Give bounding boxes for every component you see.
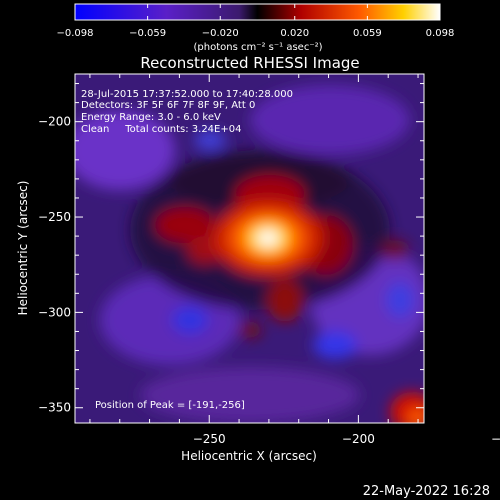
colorbar-units: (photons cm⁻² s⁻¹ asec⁻²) xyxy=(193,42,322,53)
chart-title: Reconstructed RHESSI Image xyxy=(140,54,359,72)
source-core xyxy=(257,230,279,246)
colorbar-tick-label: −0.059 xyxy=(129,28,166,39)
red-blob-s xyxy=(238,322,262,338)
x-tick-label: −150 xyxy=(491,432,500,446)
colorbar-tick-label: −0.020 xyxy=(202,28,239,39)
colorbar: −0.098 −0.059 −0.020 0.020 0.059 0.098 (photo… xyxy=(56,3,454,53)
violet-region-e xyxy=(140,367,360,423)
red-blob-se xyxy=(381,240,409,260)
annotation-clean-counts: Clean Total counts: 3.24E+04 xyxy=(81,124,241,135)
annotation-peak-position: Position of Peak = [-191,-256] xyxy=(95,400,245,411)
colorbar-tick-label: 0.059 xyxy=(353,28,382,39)
heatmap-image xyxy=(75,74,424,423)
annotation-energy: Energy Range: 3.0 - 6.0 keV xyxy=(81,112,221,123)
blue-spot-d xyxy=(194,130,226,150)
y-axis-label: Heliocentric Y (arcsec) xyxy=(16,181,30,316)
y-tick-label: −300 xyxy=(38,305,71,319)
red-arm-west xyxy=(155,207,215,243)
annotation-detectors: Detectors: 3F 5F 6F 7F 8F 9F, Att 0 xyxy=(81,100,255,111)
y-tick-label: −200 xyxy=(38,115,71,129)
violet-region-b xyxy=(250,85,410,155)
colorbar-ticks: −0.098 −0.059 −0.020 0.020 0.059 0.098 xyxy=(56,4,454,39)
violet-region-a xyxy=(75,110,175,190)
y-tick-label: −350 xyxy=(38,401,71,415)
red-arm-south xyxy=(267,278,303,322)
x-tick-label: −200 xyxy=(342,432,375,446)
y-tick-label: −250 xyxy=(38,210,71,224)
colorbar-tick-label: 0.020 xyxy=(280,28,309,39)
footer-timestamp: 22-May-2022 16:28 xyxy=(363,484,490,499)
axis-ticks: −250 −200 −150 −200 −250 −300 −350 xyxy=(38,74,500,446)
blue-spot-b xyxy=(313,331,357,359)
annotation-block: 28-Jul-2015 17:37:52.000 to 17:40:28.000… xyxy=(81,89,293,411)
annotation-time-range: 28-Jul-2015 17:37:52.000 to 17:40:28.000 xyxy=(81,89,293,100)
x-tick-label: −250 xyxy=(193,432,226,446)
colorbar-tick-label: −0.098 xyxy=(56,28,93,39)
x-axis-label: Heliocentric X (arcsec) xyxy=(181,449,317,463)
plot-frame xyxy=(74,73,425,424)
blue-spot-a xyxy=(172,306,208,334)
colorbar-gradient xyxy=(74,3,441,21)
orange-corner xyxy=(408,409,424,423)
heatmap-features xyxy=(75,85,424,423)
blue-spot-c xyxy=(386,282,414,318)
colorbar-tick-label: 0.098 xyxy=(426,28,455,39)
